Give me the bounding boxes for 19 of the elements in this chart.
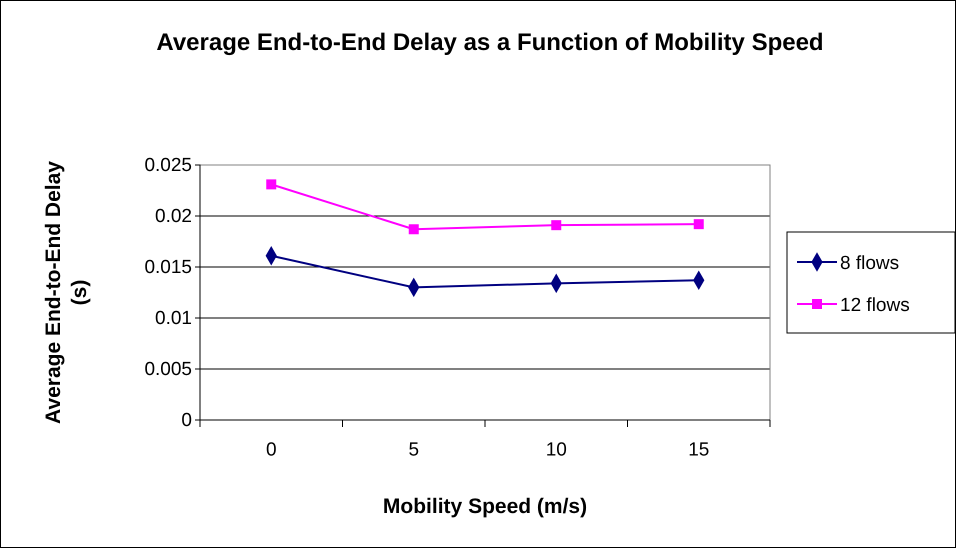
legend-label: 8 flows xyxy=(840,253,900,274)
y-tick-label: 0.015 xyxy=(144,257,192,278)
x-tick-label: 10 xyxy=(546,439,567,460)
y-axis-title: Average End-to-End Delay (s) xyxy=(42,160,91,424)
x-tick-label: 0 xyxy=(266,439,277,460)
legend-label: 12 flows xyxy=(840,295,910,316)
y-tick-label: 0.025 xyxy=(144,155,192,176)
x-tick-label: 15 xyxy=(688,439,710,460)
y-tick-label: 0.02 xyxy=(155,206,192,228)
y-tick-label: 0.005 xyxy=(144,359,192,380)
point xyxy=(551,220,562,230)
point xyxy=(694,219,704,230)
x-axis-title: Mobility Speed (m/s) xyxy=(382,495,588,518)
x-tick-label: 5 xyxy=(408,439,420,460)
y-tick-label: 0 xyxy=(181,410,192,432)
chart-title: Average End-to-End Delay as a Function of Mobility Speed xyxy=(156,29,824,56)
point xyxy=(408,224,419,234)
point xyxy=(266,179,276,190)
y-tick-label: 0.01 xyxy=(155,308,192,330)
